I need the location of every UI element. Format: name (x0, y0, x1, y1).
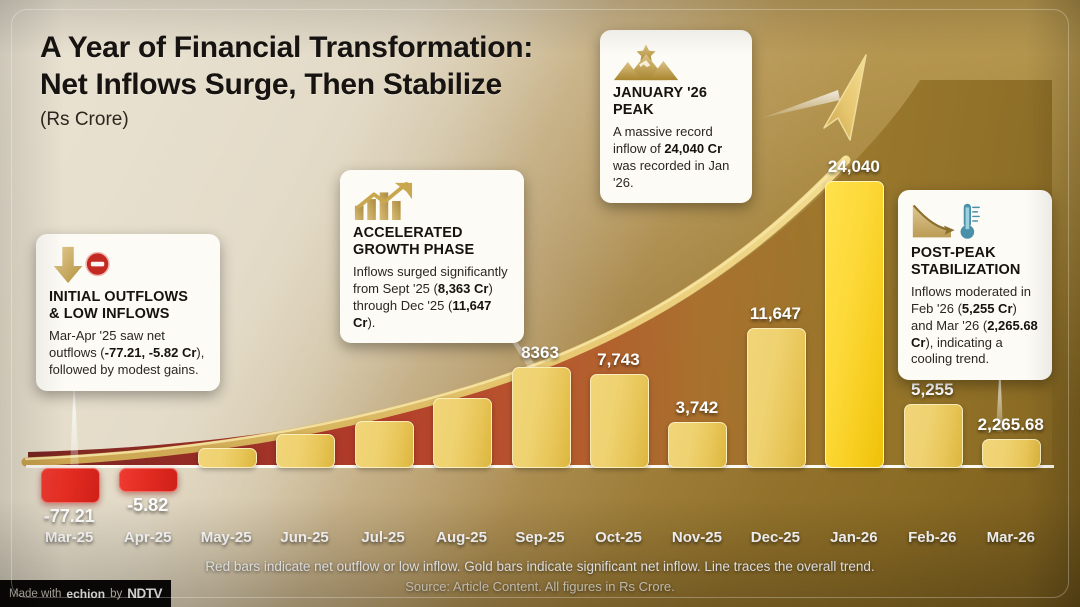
bar-apr-25 (119, 468, 179, 492)
bar-dec-25 (746, 327, 806, 468)
callout-heading-line1: ACCELERATED (353, 225, 463, 241)
bar-value-label-mar-26: 2,265.68 (977, 415, 1044, 435)
bar-sep-25 (511, 366, 571, 468)
bar-value-label-sep-25: 8363 (521, 342, 559, 362)
trend-arrowhead (823, 54, 867, 141)
callout-post-peak-stabilization[interactable]: POST-PEAK STABILIZATION Inflows moderate… (898, 190, 1052, 381)
callout-heading-line1: POST-PEAK (911, 245, 996, 261)
declining-curve-thermometer-icon (912, 203, 980, 239)
bar-feb-26 (903, 403, 963, 468)
x-axis-label-aug-25: Aug-25 (436, 529, 487, 546)
bar-value-label-jan-26: 24,040 (827, 157, 880, 176)
footer-note: Red bars indicate net outflow or low inf… (205, 559, 875, 574)
x-axis-label-oct-25: Oct-25 (595, 529, 642, 546)
callout-heading-line1: JANUARY '26 PEAK (613, 85, 707, 118)
badge-prefix: Made with (9, 587, 62, 600)
callout-january-peak[interactable]: JANUARY '26 PEAK A massive record inflow… (600, 30, 752, 204)
x-axis-label-mar-26: Mar-26 (986, 529, 1035, 546)
title-line-1: A Year of Financial Transformation: (40, 31, 533, 64)
badge-tool: echion (66, 586, 106, 601)
bar-aug-25 (433, 398, 493, 468)
x-axis-label-dec-25: Dec-25 (750, 529, 800, 546)
bar-value-label-dec-25: 11,647 (749, 303, 801, 323)
callout-body: A massive record inflow of 24,040 Cr was… (613, 123, 730, 190)
x-axis-label-feb-26: Feb-26 (908, 529, 957, 546)
bar-nov-25 (668, 421, 728, 468)
badge-brand-ndtv: NDTV (127, 586, 162, 601)
bar-value-label-mar-25: -77.21 (43, 505, 95, 526)
x-axis-label-nov-25: Nov-25 (671, 529, 722, 546)
bar-value-label-oct-25: 7,743 (597, 350, 640, 370)
bar-mar-25 (40, 468, 100, 503)
callout-heading-line2: & LOW INFLOWS (49, 305, 170, 322)
bar-oct-25 (589, 374, 649, 468)
title-line-2: Net Inflows Surge, Then Stabilize (40, 67, 502, 101)
x-axis-label-mar-25: Mar-25 (45, 529, 94, 546)
callout-body: Mar-Apr '25 saw net outflows (-77.21, -5… (49, 327, 205, 377)
x-axis-label-jul-25: Jul-25 (361, 529, 405, 546)
x-axis-label-sep-25: Sep-25 (515, 529, 565, 546)
made-with-badge[interactable]: Made with echion by NDTV (0, 580, 171, 607)
bar-may-25 (197, 447, 257, 468)
bar-jun-25 (276, 433, 336, 468)
down-arrow-no-entry-icon (53, 246, 110, 284)
bar-value-label-feb-26: 5,255 (911, 379, 954, 399)
page-title: A Year of Financial Transformation: Net … (40, 30, 660, 131)
bar-value-label-nov-25: 3,742 (675, 397, 719, 417)
callout-initial-outflows[interactable]: INITIAL OUTFLOWS & LOW INFLOWS Mar-Apr '… (36, 234, 220, 391)
bar-mar-26 (982, 439, 1042, 468)
x-axis-label-jun-25: Jun-25 (280, 529, 329, 546)
growth-bar-chart-icon (354, 181, 413, 221)
callout-heading-line1: INITIAL OUTFLOWS (49, 289, 189, 305)
callout-heading-line2: GROWTH PHASE (353, 241, 475, 258)
footer-source-line: Source: Article Content. All figures in … (0, 578, 1080, 596)
x-axis-label-may-25: May-25 (200, 529, 252, 546)
leader-line-peak (762, 90, 840, 118)
bar-jul-25 (354, 420, 414, 468)
footer-source: Source: Article Content. All figures in … (405, 579, 675, 594)
callout-body: Inflows surged significantly from Sept '… (353, 263, 508, 330)
callout-accelerated-growth[interactable]: ACCELERATED GROWTH PHASE Inflows surged … (340, 170, 524, 344)
title-subtitle: (Rs Crore) (40, 109, 129, 131)
bar-jan-26 (825, 181, 885, 468)
footer-note-line: Red bars indicate net outflow or low inf… (0, 558, 1080, 576)
mountain-star-icon (613, 44, 679, 81)
badge-by: by (110, 587, 123, 600)
callout-heading-line2: STABILIZATION (911, 261, 1021, 278)
x-axis-label-apr-25: Apr-25 (123, 529, 172, 546)
bar-value-label-apr-25: -5.82 (127, 495, 169, 515)
callout-body: Inflows moderated in Feb '26 (5,255 Cr) … (911, 283, 1038, 367)
x-axis-label-jan-26: Jan-26 (830, 529, 878, 546)
